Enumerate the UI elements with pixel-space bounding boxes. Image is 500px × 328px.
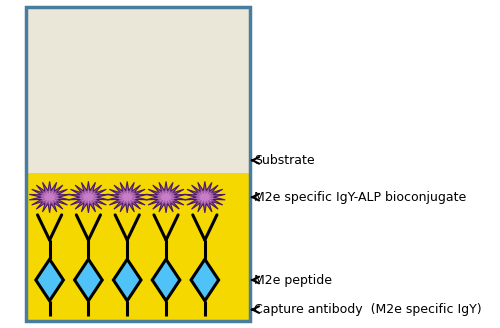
Text: Capture antibody  (M2e specific IgY): Capture antibody (M2e specific IgY): [254, 303, 482, 316]
Text: Substrate: Substrate: [254, 154, 315, 167]
Polygon shape: [116, 189, 138, 205]
Polygon shape: [29, 181, 70, 213]
Bar: [26, 7, 250, 174]
Polygon shape: [114, 259, 141, 301]
Bar: [26, 7, 250, 321]
Bar: [26, 174, 250, 321]
Polygon shape: [184, 181, 225, 213]
Polygon shape: [78, 189, 99, 205]
Polygon shape: [194, 189, 216, 205]
Polygon shape: [74, 259, 102, 301]
Polygon shape: [68, 181, 109, 213]
Text: M2e specific IgY-ALP bioconjugate: M2e specific IgY-ALP bioconjugate: [254, 191, 466, 204]
Polygon shape: [39, 189, 60, 205]
Polygon shape: [146, 181, 186, 213]
Polygon shape: [156, 189, 176, 205]
Polygon shape: [191, 259, 218, 301]
Polygon shape: [36, 259, 64, 301]
Text: M2e peptide: M2e peptide: [254, 274, 332, 286]
Polygon shape: [107, 181, 148, 213]
Polygon shape: [152, 259, 180, 301]
